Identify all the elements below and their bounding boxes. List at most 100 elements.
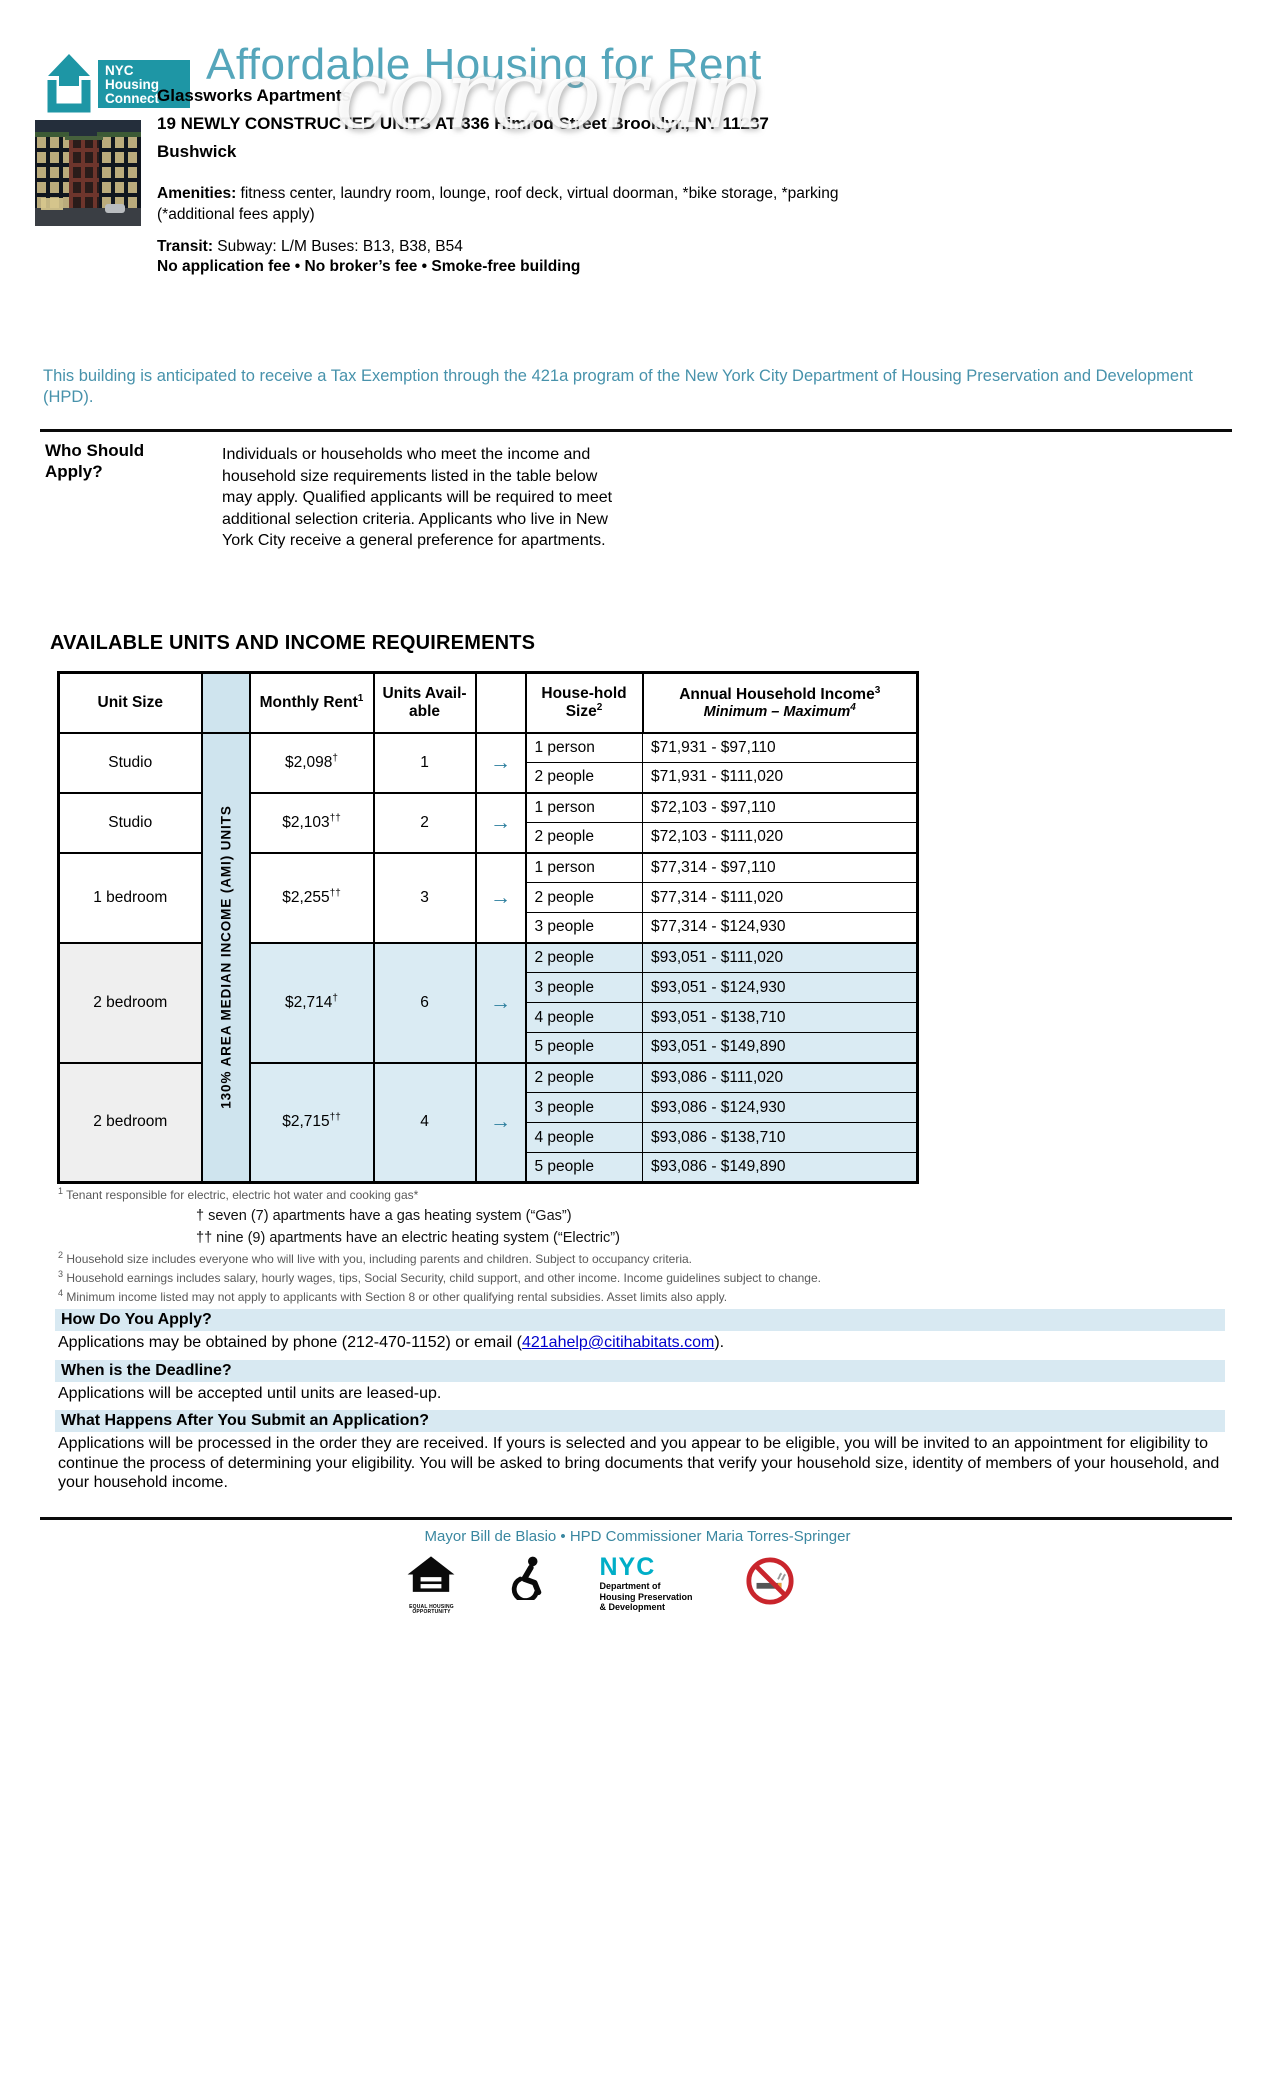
household-size-cell: 3 people bbox=[525, 912, 643, 943]
unit-income-row: Studio 130% AREA MEDIAN INCOME (AMI) UNIT… bbox=[57, 731, 918, 1184]
income-header-line1: Annual Household Income3 bbox=[646, 684, 915, 704]
building-name: Glassworks Apartments bbox=[157, 86, 351, 105]
unit-income-row: 2 people $72,103 - $111,020 bbox=[59, 822, 918, 853]
rent-heating-marker: †† bbox=[329, 812, 341, 824]
arrow-cell: → bbox=[474, 851, 527, 944]
transit-text: Subway: L/M Buses: B13, B38, B54 bbox=[212, 238, 463, 255]
income-range-cell: $77,314 - $97,110 bbox=[642, 851, 918, 883]
email-link[interactable]: 421ahelp@citihabitats.com bbox=[521, 1334, 715, 1351]
footnote: 2 Household size includes everyone who w… bbox=[58, 1250, 693, 1267]
col-header-monthly-rent: Monthly Rent1 bbox=[248, 671, 375, 734]
building-photo bbox=[35, 120, 141, 226]
right-arrow-icon: → bbox=[490, 1110, 511, 1134]
footnote-marker: 2 bbox=[58, 1250, 64, 1260]
tax-exemption-note: This building is anticipated to receive … bbox=[43, 367, 1193, 406]
col-header-ami bbox=[200, 671, 251, 734]
income-range-cell: $72,103 - $97,110 bbox=[642, 791, 918, 823]
equal-housing-text: EQUAL HOUSING OPPORTUNITY bbox=[405, 1605, 457, 1615]
footer-logos: EQUAL HOUSING OPPORTUNITY NYC Department … bbox=[0, 1553, 1200, 1615]
accessibility-logo bbox=[509, 1556, 547, 1605]
household-size-cell: 3 people bbox=[525, 972, 643, 1003]
arrow-cell: → bbox=[474, 941, 527, 1064]
units-available-line2: able bbox=[408, 702, 440, 720]
right-arrow-icon: → bbox=[490, 990, 511, 1014]
right-arrow-icon: → bbox=[490, 885, 511, 909]
footnote-marker: 3 bbox=[58, 1269, 64, 1279]
units-table-body: Studio 130% AREA MEDIAN INCOME (AMI) UNIT… bbox=[57, 731, 918, 1184]
nyc-housing-connect-logo: NYC Housing Connect bbox=[42, 52, 192, 119]
hpd-department-line: & Development bbox=[599, 1602, 665, 1612]
amenities-note: (*additional fees apply) bbox=[157, 206, 315, 223]
monthly-rent-cell: $2,098† bbox=[248, 731, 375, 794]
units-available-cell: 4 bbox=[372, 1061, 477, 1184]
income-range-cell: $93,051 - $149,890 bbox=[642, 1032, 918, 1063]
faq-answer: Applications will be processed in the or… bbox=[58, 1435, 1220, 1491]
hpd-logo: NYC Department of Housing Preservation & D… bbox=[599, 1553, 692, 1613]
unit-size-cell: 2 bedroom bbox=[57, 941, 203, 1064]
income-footnote-marker: 3 bbox=[874, 684, 881, 696]
rent-heating-marker: † bbox=[332, 992, 338, 1004]
fees-line: No application fee • No broker’s fee • S… bbox=[157, 258, 581, 275]
household-size-cell: 2 people bbox=[525, 941, 643, 973]
no-smoking-logo bbox=[745, 1556, 795, 1611]
household-size-cell: 2 people bbox=[525, 1061, 643, 1093]
income-range-cell: $93,086 - $124,930 bbox=[642, 1092, 918, 1123]
amenities-text: fitness center, laundry room, lounge, ro… bbox=[236, 185, 839, 202]
income-range-cell: $93,051 - $138,710 bbox=[642, 1002, 918, 1033]
divider-bottom bbox=[40, 1517, 1232, 1520]
household-size-cell: 4 people bbox=[525, 1122, 643, 1153]
household-size-cell: 3 people bbox=[525, 1092, 643, 1123]
arrow-cell: → bbox=[474, 1061, 527, 1184]
rent-value: $2,715 bbox=[282, 1113, 330, 1131]
monthly-rent-footnote-marker: 1 bbox=[357, 692, 364, 704]
hpd-department-text: Department of Housing Preservation & Devel… bbox=[599, 1581, 692, 1613]
no-smoking-icon bbox=[745, 1557, 794, 1605]
right-arrow-icon: → bbox=[490, 810, 511, 834]
units-table-wrap: Unit Size Monthly Rent1 Units Avail- abl… bbox=[57, 671, 919, 1184]
household-size-cell: 2 people bbox=[525, 762, 643, 793]
footnote-marker: 4 bbox=[58, 1288, 64, 1298]
unit-income-row: 3 people $93,086 - $124,930 bbox=[59, 1092, 918, 1123]
who-should-apply-body: Individuals or households who meet the i… bbox=[222, 446, 613, 549]
unit-size-cell: Studio bbox=[57, 791, 203, 854]
rent-value: $2,255 bbox=[282, 888, 330, 906]
income-range-cell: $93,086 - $111,020 bbox=[642, 1061, 918, 1093]
arrow-cell: → bbox=[474, 731, 527, 794]
footnote: 3 Household earnings includes salary, ho… bbox=[58, 1269, 821, 1286]
household-size-cell: 5 people bbox=[525, 1032, 643, 1063]
unit-income-row: 3 people $93,051 - $124,930 bbox=[59, 972, 918, 1003]
col-header-arrow bbox=[474, 671, 527, 734]
income-label: Annual Household Income bbox=[679, 685, 875, 703]
income-range-cell: $71,931 - $97,110 bbox=[642, 731, 918, 763]
faq-answer: Applications will be accepted until unit… bbox=[58, 1384, 442, 1402]
hpd-department-line: Housing Preservation bbox=[599, 1591, 693, 1602]
equal-housing-icon bbox=[408, 1556, 455, 1592]
income-range-cell: $93,086 - $149,890 bbox=[642, 1152, 918, 1183]
unit-income-row: 2 bedroom $2,714† 6 → 2 people $93,051 - $111… bbox=[57, 941, 918, 1064]
rent-value: $2,714 bbox=[285, 993, 333, 1011]
unit-income-row: 4 people $93,051 - $138,710 bbox=[59, 1002, 918, 1033]
household-size-cell: 4 people bbox=[525, 1002, 643, 1033]
logo-line2: Housing bbox=[105, 77, 159, 92]
income-range-cell: $93,051 - $111,020 bbox=[642, 941, 918, 973]
amenities-label: Amenities: bbox=[157, 185, 237, 202]
unit-size-cell: 1 bedroom bbox=[57, 851, 203, 944]
ami-vertical-label: 130% AREA MEDIAN INCOME (AMI) UNITS bbox=[218, 805, 233, 1110]
col-header-unit-size: Unit Size bbox=[57, 671, 203, 734]
hpd-nyc-wordmark: NYC bbox=[599, 1553, 656, 1581]
hpd-department-line: Department of bbox=[599, 1581, 661, 1591]
house-arrow-icon: NYC Housing Connect bbox=[47, 54, 190, 113]
neighborhood: Bushwick bbox=[157, 142, 237, 161]
mayor-line: Mayor Bill de Blasio • HPD Commissioner … bbox=[424, 1528, 851, 1545]
rent-heating-marker: † bbox=[332, 752, 338, 764]
who-should-apply-heading: Who Should Apply? bbox=[45, 441, 145, 481]
monthly-rent-cell: $2,255†† bbox=[248, 851, 375, 944]
unit-income-row: Studio $2,103†† 2 → 1 person $72,103 - $97,11… bbox=[57, 791, 918, 854]
equal-housing-text-line: OPPORTUNITY bbox=[412, 1609, 451, 1615]
monthly-rent-label: Monthly Rent bbox=[259, 693, 358, 711]
equal-housing-logo: EQUAL HOUSING OPPORTUNITY bbox=[405, 1556, 457, 1615]
transit-label: Transit: bbox=[157, 238, 213, 255]
faq-question: When is the Deadline? bbox=[55, 1359, 1225, 1382]
units-table: Unit Size Monthly Rent1 Units Avail- abl… bbox=[57, 671, 919, 1184]
faq-question: How Do You Apply? bbox=[55, 1309, 1225, 1331]
